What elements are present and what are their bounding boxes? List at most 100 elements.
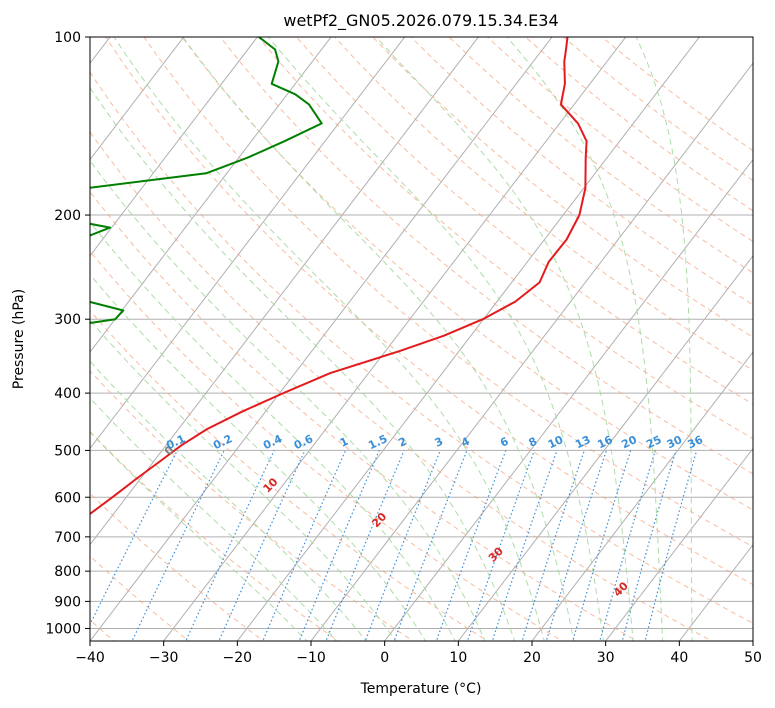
mixing-ratio-line — [521, 450, 585, 641]
dry-adiabat-line — [90, 250, 564, 641]
mixing-ratio-label: 0.4 — [261, 432, 284, 452]
mixing-ratio-label: 2 — [396, 435, 408, 450]
mixing-ratio-label: 13 — [573, 433, 592, 451]
mixing-ratio-line — [572, 450, 632, 641]
mixing-ratio-line — [435, 450, 507, 641]
moist-adiabat-line — [267, 37, 605, 641]
moist-adiabat-line — [90, 221, 456, 641]
moist-adiabat-line — [375, 37, 634, 641]
x-axis-ticks: −40 −30 −20 −10 0 10 20 30 40 50 — [75, 641, 762, 666]
moist-adiabat-line — [90, 431, 308, 641]
x-tick-label: −10 — [296, 650, 326, 666]
mixing-ratio-label: 0.6 — [292, 432, 315, 452]
dry-adiabat-lines — [90, 37, 753, 641]
mixing-ratio-line — [298, 450, 380, 641]
mixing-ratio-label: 3 — [433, 435, 445, 450]
mixing-ratio-label: 1 — [338, 435, 350, 450]
isotherm-line — [457, 254, 753, 641]
mixing-ratio-line — [185, 450, 275, 641]
dry-adiabat-line — [486, 37, 753, 243]
moist-adiabat-line — [182, 37, 575, 641]
isotherm-line — [236, 37, 701, 641]
dry-adiabat-label: 30 — [486, 544, 506, 564]
dry-adiabat-line — [90, 555, 190, 641]
y-tick-label: 600 — [54, 490, 81, 506]
dry-adiabat-line — [296, 37, 753, 405]
dry-adiabat-line — [219, 37, 753, 475]
isotherm-line — [90, 37, 185, 161]
mixing-ratio-line — [218, 450, 306, 641]
moist-adiabat-line — [635, 37, 693, 641]
x-axis-label: Temperature (°C) — [360, 681, 482, 697]
dry-adiabat-label: 20 — [369, 510, 389, 530]
mixing-ratio-label: 10 — [546, 433, 566, 451]
chart-title: wetPf2_GN05.2026.079.15.34.E34 — [283, 11, 558, 31]
y-tick-label: 100 — [54, 30, 81, 46]
moist-adiabat-line — [90, 360, 367, 641]
x-tick-label: 50 — [744, 650, 762, 666]
mixing-ratio-label: 0.1 — [164, 432, 187, 452]
mixing-ratio-line — [393, 450, 468, 641]
dry-adiabat-line — [334, 37, 753, 371]
mixing-ratio-label: 16 — [595, 433, 615, 451]
mixing-ratio-line — [466, 450, 535, 641]
moist-adiabat-line — [506, 37, 664, 641]
dry-adiabat-line — [143, 37, 753, 548]
dry-adiabat-line — [90, 131, 713, 641]
dry-adiabat-label: -10 — [64, 404, 87, 427]
isotherm-lines — [90, 37, 753, 641]
moist-adiabat-line — [90, 273, 427, 641]
dry-adiabat-line — [90, 71, 753, 624]
moist-adiabat-line — [90, 159, 486, 641]
dry-adiabat-line — [90, 370, 414, 641]
y-tick-label: 300 — [54, 312, 81, 328]
plot-area: -100-90-80-70-60-50-40-30-20-10010203040… — [64, 37, 753, 641]
moist-adiabat-line — [113, 37, 545, 641]
plot-frame — [89, 36, 754, 642]
mixing-ratio-label: 36 — [686, 433, 706, 451]
mixing-ratio-label: 30 — [665, 433, 685, 451]
x-tick-label: −30 — [149, 650, 179, 666]
dry-adiabat-line — [410, 37, 753, 306]
dry-adiabat-line — [90, 190, 639, 641]
sounding-series — [90, 37, 588, 516]
x-tick-label: −20 — [223, 650, 253, 666]
y-tick-label: 900 — [54, 594, 81, 610]
y-tick-label: 800 — [54, 564, 81, 580]
mixing-ratio-line — [545, 450, 608, 641]
y-tick-label: 200 — [54, 208, 81, 224]
dry-adiabat-line — [90, 430, 340, 641]
isotherm-line — [90, 37, 259, 257]
mixing-ratio-label: 6 — [498, 435, 511, 450]
x-tick-label: −40 — [75, 650, 105, 666]
dry-adiabat-line — [90, 309, 489, 641]
y-axis-ticks: 100 200 300 400 500 600 700 800 900 1000 — [45, 30, 90, 637]
isotherm-line — [384, 158, 753, 641]
temperature-profile-line — [90, 37, 588, 516]
moist-adiabat-line — [90, 86, 516, 641]
dry-adiabat-label: 40 — [611, 579, 631, 599]
mixing-ratio-label: 0.2 — [211, 432, 234, 452]
mixing-ratio-line — [621, 450, 677, 641]
x-tick-label: 10 — [449, 650, 467, 666]
dry-adiabat-line — [525, 37, 753, 212]
y-tick-label: 400 — [54, 386, 81, 402]
mixing-ratio-label: 4 — [459, 435, 472, 450]
x-tick-label: 40 — [670, 650, 688, 666]
mixing-ratio-line — [644, 450, 698, 641]
isotherm-line — [310, 62, 753, 641]
moist-adiabat-lines — [90, 37, 693, 641]
isotherm-line — [752, 640, 753, 641]
y-tick-label: 500 — [54, 443, 81, 459]
y-axis-label: Pressure (hPa) — [11, 289, 27, 389]
isotherm-line — [90, 37, 332, 353]
moist-adiabat-line — [90, 319, 397, 641]
isotherm-line — [531, 351, 753, 641]
mixing-ratio-line — [491, 450, 558, 641]
mixing-ratio-lines — [90, 450, 698, 641]
mixing-ratio-line — [599, 450, 656, 641]
isotherm-line — [90, 37, 553, 641]
dry-adiabat-line — [105, 37, 753, 586]
moist-adiabat-line — [90, 397, 338, 641]
